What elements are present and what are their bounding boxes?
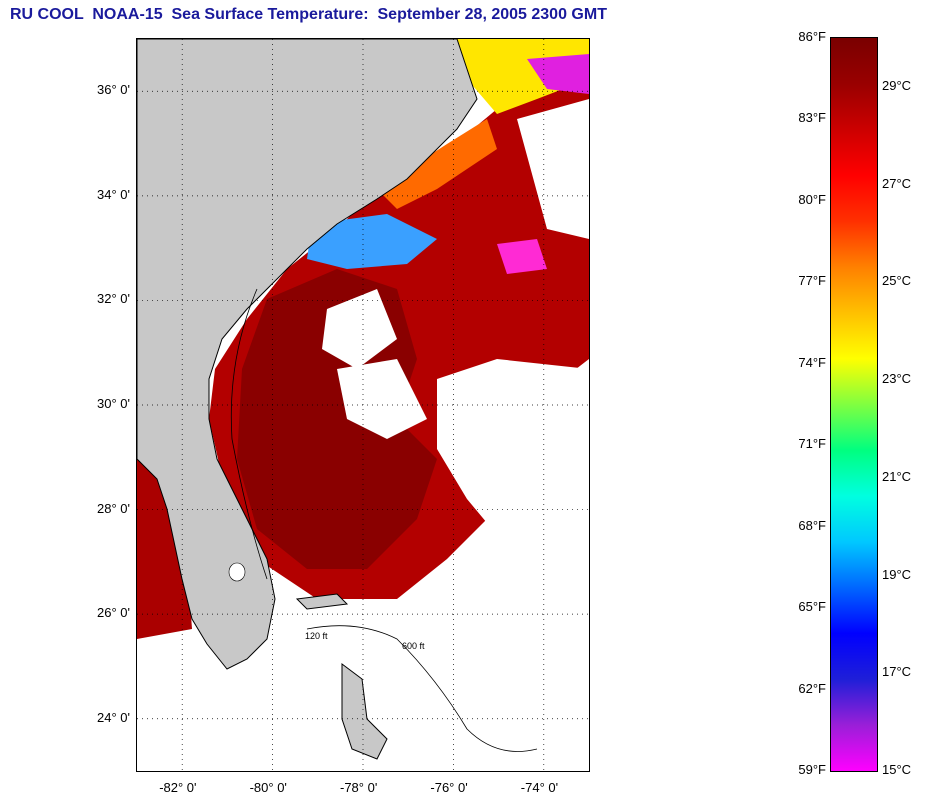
isobath-contour-120ft: [230, 288, 268, 580]
sst-field-orange: [377, 119, 497, 209]
colorbar-c-label: 25°C: [882, 273, 912, 289]
sst-field-magenta-east: [497, 239, 547, 274]
contour-label-600ft: 600 ft: [402, 641, 425, 651]
lon-tick-label: -82° 0': [159, 780, 197, 795]
lake-okeechobee: [228, 562, 246, 582]
temperature-colorbar: [830, 37, 878, 772]
colorbar-c-label: 15°C: [882, 762, 912, 777]
colorbar-f-label: 65°F: [798, 599, 826, 615]
map-title: RU COOL NOAA-15 Sea Surface Temperature:…: [10, 6, 607, 23]
colorbar-c-label: 17°C: [882, 664, 912, 680]
colorbar-f-label: 83°F: [798, 110, 826, 126]
lon-tick-label: -78° 0': [340, 780, 378, 795]
colorbar-c-label: 29°C: [882, 77, 912, 93]
sst-map-canvas: 120 ft 600 ft: [137, 39, 589, 771]
cloud-patch-1: [322, 289, 397, 369]
lat-tick-label: 28° 0': [97, 500, 130, 516]
cloud-patch-4: [517, 99, 589, 239]
lat-tick-label: 30° 0': [97, 396, 130, 411]
land-bahamas-grand: [295, 593, 349, 610]
colorbar-f-label: 71°F: [798, 436, 826, 452]
cloud-patch-2: [337, 359, 427, 439]
colorbar-f-label: 59°F: [798, 762, 826, 777]
lat-tick-label: 24° 0': [97, 709, 130, 725]
colorbar-c-label: 23°C: [882, 371, 912, 387]
colorbar-f-label: 62°F: [798, 680, 826, 696]
isobath-contour-600ft: [306, 625, 538, 752]
lon-tick-label: -76° 0': [430, 780, 468, 795]
colorbar-f-label: 77°F: [798, 273, 826, 289]
lon-tick-label: -74° 0': [520, 780, 559, 795]
cloud-patch-3: [437, 359, 589, 771]
colorbar-c-label: 19°C: [882, 566, 912, 582]
lat-tick-label: 26° 0': [97, 605, 130, 621]
colorbar-c-label: 21°C: [882, 468, 912, 484]
lon-tick-label: -80° 0': [249, 780, 287, 795]
colorbar-f-label: 74°F: [798, 354, 826, 370]
colorbar-f-label: 68°F: [798, 517, 826, 533]
lat-lon-gridlines: [137, 39, 589, 771]
colorbar-c-label: 27°C: [882, 175, 912, 191]
contour-label-120ft: 120 ft: [305, 631, 328, 641]
colorbar-f-label: 80°F: [798, 191, 826, 207]
lat-tick-label: 34° 0': [97, 186, 130, 202]
lat-tick-label: 32° 0': [97, 291, 130, 307]
sst-field-west-florida: [137, 459, 192, 639]
lat-tick-label: 36° 0': [97, 82, 130, 98]
contour-labels: 120 ft 600 ft: [305, 631, 425, 651]
land-bahamas: [341, 663, 388, 760]
sst-field-cool-shelf: [307, 214, 437, 269]
sst-field-magenta-north: [527, 54, 589, 94]
sst-map[interactable]: 120 ft 600 ft: [136, 38, 590, 772]
land-southeast-us: [137, 39, 478, 670]
colorbar-f-label: 86°F: [798, 29, 826, 44]
